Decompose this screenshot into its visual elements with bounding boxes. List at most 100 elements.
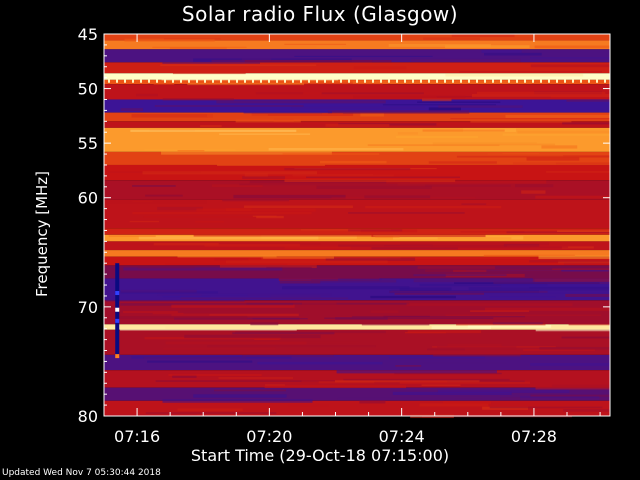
texture-streak <box>534 45 610 49</box>
texture-streak <box>394 372 502 375</box>
dotted-band-mark <box>524 78 526 83</box>
texture-streak <box>169 47 227 49</box>
texture-streak <box>530 64 610 68</box>
texture-streak <box>163 38 221 40</box>
texture-streak <box>207 114 268 118</box>
texture-streak <box>316 185 432 189</box>
texture-streak <box>291 106 425 109</box>
texture-streak <box>252 215 277 218</box>
dotted-band-mark <box>188 78 190 83</box>
texture-streak <box>153 83 175 86</box>
texture-streak <box>467 324 552 328</box>
texture-streak <box>397 132 419 135</box>
spectrum-band-12 <box>104 164 610 181</box>
texture-streak <box>563 79 610 82</box>
texture-streak <box>172 72 246 75</box>
dotted-band-mark <box>124 78 126 83</box>
texture-streak <box>515 184 554 188</box>
dotted-band-mark <box>420 78 422 83</box>
texture-streak <box>301 301 337 305</box>
texture-streak <box>387 257 530 259</box>
dotted-band-mark <box>148 78 150 83</box>
texture-streak <box>413 274 507 276</box>
dotted-band-mark <box>140 78 142 83</box>
texture-streak <box>177 408 243 411</box>
texture-streak <box>120 303 294 306</box>
texture-streak <box>430 246 569 248</box>
dotted-band-mark <box>332 78 334 83</box>
dotted-band-mark <box>468 78 470 83</box>
texture-streak <box>108 235 156 237</box>
texture-streak <box>539 346 610 350</box>
texture-streak <box>195 221 224 223</box>
texture-streak <box>386 180 547 184</box>
texture-streak <box>410 58 521 63</box>
texture-streak <box>132 185 176 187</box>
dotted-band-mark <box>532 78 534 83</box>
texture-streak <box>422 98 452 102</box>
texture-streak <box>503 243 540 247</box>
texture-streak <box>219 264 317 269</box>
texture-streak <box>532 278 610 282</box>
dotted-band-mark <box>484 78 486 83</box>
texture-streak <box>244 60 392 63</box>
texture-streak <box>120 108 144 111</box>
texture-streak <box>200 125 222 128</box>
texture-streak <box>226 260 388 264</box>
texture-streak <box>505 114 610 118</box>
dotted-band-mark <box>180 78 182 83</box>
dotted-band-mark <box>572 78 574 83</box>
plot-frame <box>103 33 611 417</box>
texture-streak <box>352 80 532 84</box>
texture-streak <box>371 234 486 238</box>
texture-streak <box>207 345 376 348</box>
texture-streak <box>311 279 397 283</box>
texture-streak <box>216 100 386 104</box>
texture-streak <box>144 149 236 151</box>
texture-streak <box>521 190 546 194</box>
texture-streak <box>162 399 313 403</box>
texture-streak <box>131 114 213 118</box>
texture-streak <box>529 260 610 263</box>
texture-streak <box>489 406 603 409</box>
dotted-band-mark <box>404 78 406 83</box>
texture-streak <box>421 384 461 387</box>
texture-streak <box>407 330 482 334</box>
texture-streak <box>242 355 334 357</box>
dotted-band-mark <box>500 78 502 83</box>
spectrogram-texture <box>104 34 610 419</box>
texture-streak <box>447 343 502 347</box>
texture-streak <box>551 384 610 387</box>
texture-streak <box>268 147 404 151</box>
dotted-band-mark <box>340 78 342 83</box>
spectrum-band-8 <box>104 112 610 122</box>
texture-streak <box>321 113 343 116</box>
texture-streak <box>193 234 374 237</box>
texture-streak <box>132 211 312 215</box>
texture-streak <box>359 400 386 404</box>
texture-streak <box>171 304 295 308</box>
texture-streak <box>388 43 492 47</box>
spectrum-band-4 <box>104 73 610 80</box>
dotted-band-mark <box>476 78 478 83</box>
texture-streak <box>163 347 276 350</box>
texture-streak <box>250 322 279 326</box>
x-tick-label: 07:24 <box>379 427 425 446</box>
texture-streak <box>120 289 197 293</box>
texture-streak <box>157 206 203 211</box>
texture-streak <box>287 404 329 407</box>
texture-streak <box>437 346 517 350</box>
texture-streak <box>392 391 512 395</box>
texture-streak <box>476 91 606 94</box>
texture-streak <box>487 153 610 155</box>
texture-streak <box>395 365 422 367</box>
texture-streak <box>211 184 263 188</box>
texture-streak <box>325 124 390 127</box>
texture-streak <box>155 380 335 382</box>
texture-streak <box>438 105 523 108</box>
texture-streak <box>168 373 262 377</box>
texture-streak <box>143 357 246 359</box>
dotted-band-mark <box>364 78 366 83</box>
texture-streak <box>535 195 610 199</box>
texture-streak <box>373 172 443 176</box>
